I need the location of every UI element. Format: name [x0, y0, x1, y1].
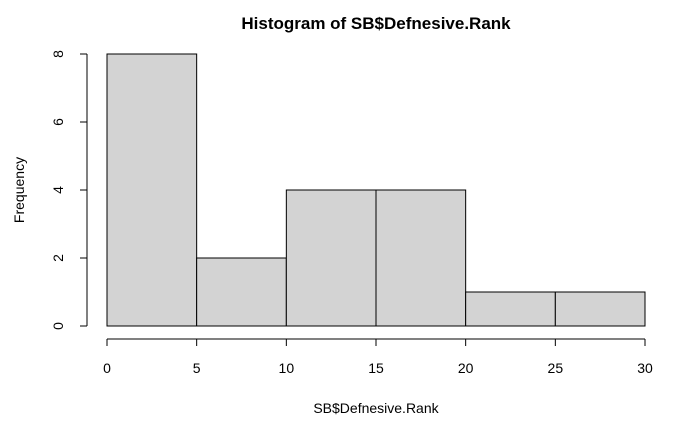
y-axis-label: Frequency: [11, 157, 27, 223]
bar-25-30: [554, 291, 646, 327]
y-tick-label-0: 0: [50, 322, 66, 330]
x-tick-label-10: 10: [279, 360, 295, 376]
x-tick-label-0: 0: [103, 360, 111, 376]
bar-5-10: [196, 257, 287, 327]
bar-10-15: [285, 189, 377, 327]
y-tick-label-6: 6: [50, 118, 66, 126]
x-axis: 0 5 10 15 20 25 30: [103, 338, 653, 376]
x-tick-label-15: 15: [368, 360, 384, 376]
y-tick-label-8: 8: [50, 50, 66, 58]
bar-0-5: [106, 53, 198, 327]
y-axis: 0 2 4 6 8: [50, 50, 88, 330]
chart-title: Histogram of SB$Defnesive.Rank: [241, 14, 511, 33]
bar-20-25: [465, 291, 556, 327]
x-tick-label-20: 20: [458, 360, 474, 376]
x-tick-label-5: 5: [193, 360, 201, 376]
x-tick-label-30: 30: [637, 360, 653, 376]
y-tick-label-2: 2: [50, 254, 66, 262]
bar-15-20: [375, 189, 467, 327]
y-tick-label-4: 4: [50, 186, 66, 194]
bars-group: [106, 53, 646, 327]
x-tick-label-25: 25: [548, 360, 564, 376]
x-axis-label: SB$Defnesive.Rank: [313, 400, 439, 416]
